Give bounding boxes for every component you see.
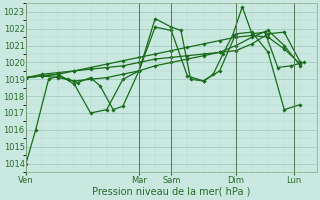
- X-axis label: Pression niveau de la mer( hPa ): Pression niveau de la mer( hPa ): [92, 187, 251, 197]
